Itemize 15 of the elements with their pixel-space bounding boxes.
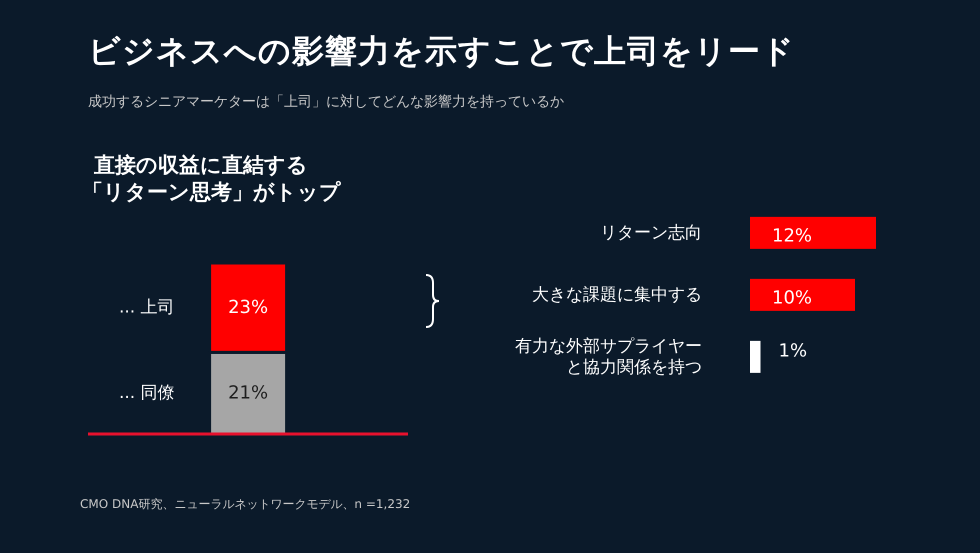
data-label: 12% [772, 225, 812, 246]
text: ... 同僚 [118, 383, 175, 404]
text: ... 上司 [118, 298, 175, 318]
text: ビジネスへの影響力を示すことで上司をリード [88, 31, 795, 72]
text: 成功するシニアマーケターは「上司」に対してどんな影響力を持っているか [88, 93, 564, 111]
y-tick-label: リターン志向 [600, 223, 702, 243]
data-label: 21% [228, 382, 268, 404]
data-label: 10% [772, 287, 812, 308]
text: 「リターン思考」がトップ [82, 179, 341, 206]
y-tick-label: 大きな課題に集中する [532, 285, 702, 305]
data-label: 23% [228, 297, 268, 318]
text: 直接の収益に直結する [94, 152, 308, 179]
data-label: 1% [778, 340, 808, 362]
text: CMO DNA研究、ニューラルネットワークモデル、n =1,232 [80, 496, 410, 513]
y-tick-label: 有力な外部サプライヤーと協力関係を持つ [515, 336, 702, 378]
